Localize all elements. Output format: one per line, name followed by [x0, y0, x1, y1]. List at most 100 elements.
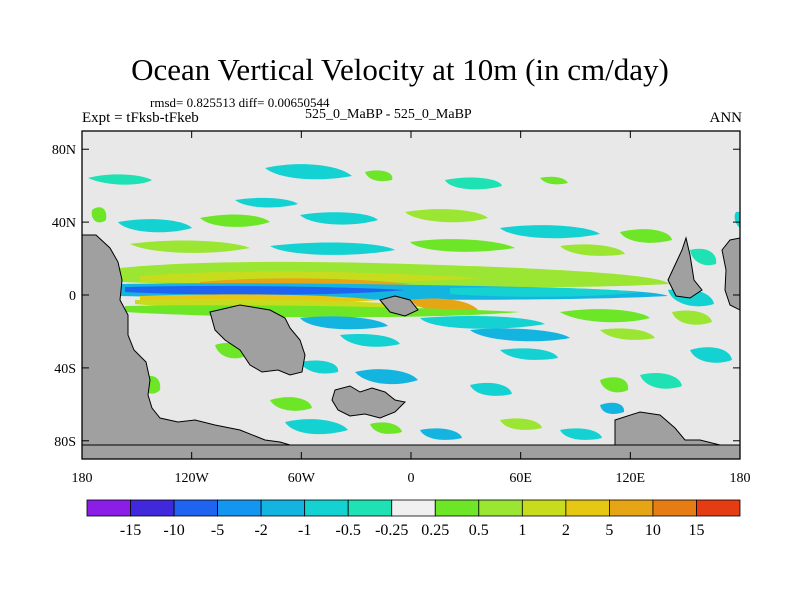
colorbar-swatch	[173, 499, 218, 517]
colorbar-label: 1	[518, 522, 526, 539]
y-tick-label: 80N	[52, 143, 76, 158]
contour-cyan-ant-3	[560, 428, 602, 440]
experiment-label: Expt = tFksb-tFkeb	[82, 110, 199, 126]
colorbar-swatch	[347, 499, 393, 517]
contour-green-s-1	[560, 309, 650, 323]
colorbar-swatch	[130, 499, 175, 517]
contour-cyan-s-2	[420, 316, 545, 329]
x-tick-label: 60E	[509, 471, 532, 486]
contour-cyan-s-1	[300, 316, 388, 330]
contour-cyan-s-6	[300, 360, 339, 374]
colorbar-swatch	[391, 499, 436, 517]
y-tick-label: 80S	[54, 435, 76, 450]
colorbar-swatch	[478, 499, 523, 517]
contour-fields	[88, 164, 740, 440]
colorbar-label: 5	[605, 522, 613, 539]
y-tick-label: 0	[69, 289, 76, 304]
contour-green-n-3	[405, 209, 488, 223]
x-tick-label: 60W	[288, 471, 316, 486]
contour-cyan-n-1	[118, 219, 192, 233]
colorbar-label: -1	[298, 522, 311, 539]
x-tick-label: 120W	[175, 471, 210, 486]
colorbar-swatch	[260, 499, 306, 517]
y-axis: 80N 40N 0 40S 80S	[52, 143, 740, 450]
colorbar-label: 15	[688, 522, 704, 539]
contour-cyan-arctic-1	[88, 174, 152, 185]
colorbar-swatch	[652, 499, 697, 517]
contour-green-ant-1	[370, 422, 402, 434]
colorbar-label: 2	[562, 522, 570, 539]
contour-cyan-eq-east	[450, 287, 640, 297]
colorbar-swatch	[86, 499, 131, 517]
case-label: 525_0_MaBP - 525_0_MaBP	[305, 107, 472, 122]
land-africa	[209, 304, 306, 376]
contour-cyan-s-10	[690, 347, 732, 363]
contour-cyan-s-9	[640, 373, 682, 389]
colorbar-label: -2	[254, 522, 267, 539]
contour-cyan-arctic-3	[445, 177, 502, 190]
contour-cyan-s-7	[355, 369, 418, 385]
x-axis: 180 120W 60W 0 60E 120E 180	[72, 131, 751, 486]
contour-green-arctic-1	[540, 176, 568, 185]
contour-cyan-s-4	[340, 334, 400, 347]
land-asia-east	[667, 236, 703, 299]
plot-area	[82, 131, 740, 459]
contour-green-s-6	[600, 377, 629, 393]
colorbar-swatch	[217, 499, 262, 517]
contour-cyan-n-2	[300, 212, 378, 225]
land-eurasia-south	[379, 295, 419, 317]
colorbar-swatch	[304, 499, 349, 517]
x-tick-label: 120E	[616, 471, 646, 486]
colorbar-label: -5	[211, 522, 224, 539]
contour-cyan-s-5	[500, 348, 558, 360]
contour-green-n-2	[200, 214, 270, 227]
season-label: ANN	[709, 110, 743, 126]
contour-cyan-arctic-4	[235, 197, 298, 208]
x-tick-label: 180	[730, 471, 751, 486]
colorbar-label: -0.25	[375, 522, 408, 539]
contour-cyan-n-3	[500, 225, 600, 239]
contour-green-n-7	[560, 244, 625, 256]
contour-blue-eq	[125, 286, 405, 295]
colorbar: -15 -10 -5 -2 -1 -0.5 -0.25 0.25 0.5 1 2 5 10 15	[86, 499, 741, 539]
contour-green-n-1	[91, 207, 107, 223]
colorbar-label: 0.5	[469, 522, 489, 539]
colorbar-label: 0.25	[421, 522, 449, 539]
chart-title: Ocean Vertical Velocity at 10m (in cm/da…	[131, 52, 669, 87]
contour-cyan-s-8	[470, 382, 512, 396]
colorbar-swatch	[565, 499, 610, 517]
contour-cyan-s-3	[470, 328, 570, 342]
land-americas	[82, 234, 291, 446]
contour-cyan-ant-2	[420, 428, 462, 440]
contour-cyan-n-4	[270, 242, 395, 255]
contour-green-s-5	[270, 397, 312, 411]
contour-green-s-2	[600, 328, 655, 340]
x-tick-label: 180	[72, 471, 93, 486]
contour-green-n-4	[620, 229, 672, 243]
y-tick-label: 40N	[52, 216, 76, 231]
contour-green-ant-2	[500, 418, 542, 430]
contour-cyan-ant-4	[600, 402, 625, 414]
colorbar-swatch	[609, 499, 654, 517]
contour-cyan-n-5	[734, 211, 740, 228]
contour-green-arctic-2	[365, 170, 393, 182]
colorbar-label: 10	[645, 522, 661, 539]
x-tick-label: 0	[408, 471, 415, 486]
y-tick-label: 40S	[54, 362, 76, 377]
stats-label: rmsd= 0.825513 diff= 0.00650544	[150, 95, 330, 110]
colorbar-label: -15	[120, 522, 141, 539]
contour-cyan-e-2	[690, 248, 717, 266]
colorbar-swatch	[521, 499, 567, 517]
colorbar-swatch	[696, 499, 741, 517]
contour-cyan-arctic-2	[265, 164, 352, 180]
contour-green-e-1	[672, 310, 712, 325]
colorbar-label: -0.5	[336, 522, 361, 539]
colorbar-swatch	[434, 499, 480, 517]
land-island-south	[331, 385, 407, 419]
colorbar-label: -10	[163, 522, 184, 539]
contour-green-n-5	[130, 240, 250, 253]
contour-cyan-ant-1	[285, 419, 348, 435]
land-east-margin	[721, 237, 740, 311]
contour-green-n-6	[410, 239, 515, 252]
